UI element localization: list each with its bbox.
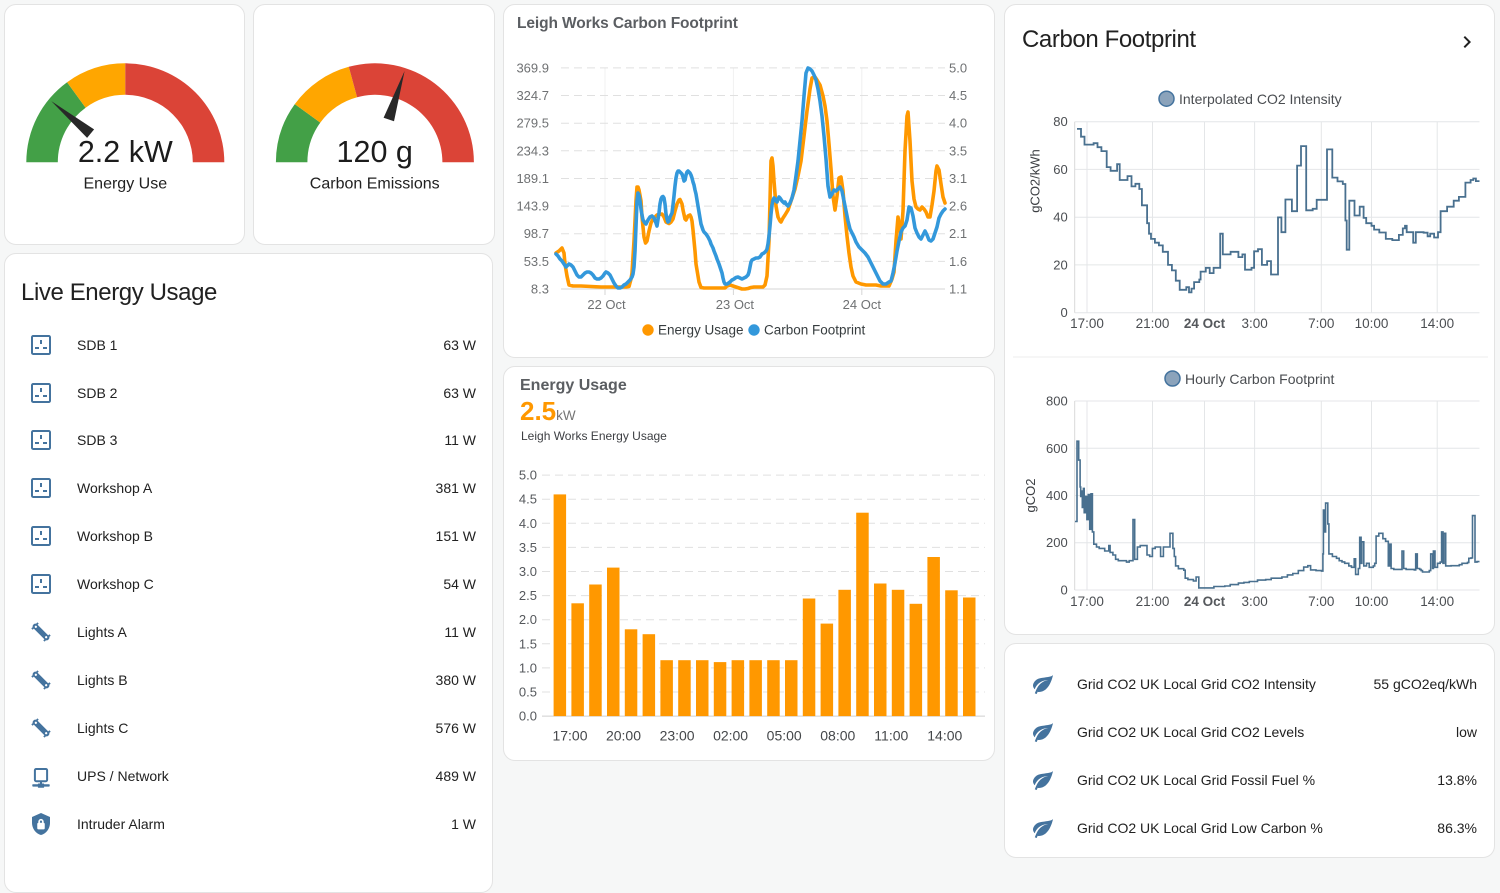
svg-text:24 Oct: 24 Oct <box>843 297 882 312</box>
svg-text:05:00: 05:00 <box>767 728 802 744</box>
svg-text:Carbon Emissions: Carbon Emissions <box>310 176 440 193</box>
svg-text:0: 0 <box>1060 583 1067 598</box>
svg-text:11:00: 11:00 <box>874 728 908 744</box>
svg-text:2.1: 2.1 <box>949 226 967 241</box>
svg-text:14:00: 14:00 <box>1420 594 1454 609</box>
svg-text:08:00: 08:00 <box>820 728 855 744</box>
svg-text:1.6: 1.6 <box>949 254 967 269</box>
svg-text:23 Oct: 23 Oct <box>716 297 755 312</box>
svg-text:10:00: 10:00 <box>1355 594 1389 609</box>
svg-text:3.5: 3.5 <box>949 143 967 158</box>
svg-text:189.1: 189.1 <box>516 171 549 186</box>
svg-text:600: 600 <box>1046 441 1068 456</box>
svg-text:17:00: 17:00 <box>552 728 587 744</box>
svg-text:279.5: 279.5 <box>516 116 549 131</box>
svg-text:0.0: 0.0 <box>519 709 537 724</box>
svg-text:7:00: 7:00 <box>1308 594 1334 609</box>
svg-text:20: 20 <box>1053 257 1067 272</box>
svg-text:23:00: 23:00 <box>660 728 695 744</box>
svg-text:5.0: 5.0 <box>949 60 967 75</box>
svg-text:17:00: 17:00 <box>1070 594 1104 609</box>
svg-text:53.5: 53.5 <box>524 254 549 269</box>
svg-text:3.1: 3.1 <box>949 171 967 186</box>
svg-text:02:00: 02:00 <box>713 728 748 744</box>
svg-text:Energy Usage: Energy Usage <box>658 323 744 338</box>
svg-text:98.7: 98.7 <box>524 226 549 241</box>
svg-text:1.0: 1.0 <box>519 660 537 675</box>
svg-text:1.5: 1.5 <box>519 636 537 651</box>
svg-text:5.0: 5.0 <box>519 468 537 483</box>
svg-text:40: 40 <box>1053 210 1067 225</box>
svg-text:17:00: 17:00 <box>1070 316 1104 331</box>
svg-text:120 g: 120 g <box>337 135 413 169</box>
svg-text:14:00: 14:00 <box>1420 316 1454 331</box>
svg-text:234.3: 234.3 <box>516 143 549 158</box>
svg-text:20:00: 20:00 <box>606 728 641 744</box>
svg-text:3.5: 3.5 <box>519 540 537 555</box>
svg-text:Carbon Footprint: Carbon Footprint <box>764 323 866 338</box>
svg-text:800: 800 <box>1046 394 1068 409</box>
svg-text:3:00: 3:00 <box>1241 316 1267 331</box>
svg-text:4.0: 4.0 <box>949 116 967 131</box>
svg-text:22 Oct: 22 Oct <box>587 297 626 312</box>
svg-text:gCO2: gCO2 <box>1023 479 1038 513</box>
svg-text:21:00: 21:00 <box>1136 316 1170 331</box>
svg-text:10:00: 10:00 <box>1355 316 1389 331</box>
svg-text:24 Oct: 24 Oct <box>1184 594 1226 609</box>
svg-text:60: 60 <box>1053 162 1067 177</box>
svg-text:4.5: 4.5 <box>949 88 967 103</box>
svg-text:1.1: 1.1 <box>949 282 967 297</box>
svg-text:Interpolated CO2 Intensity: Interpolated CO2 Intensity <box>1179 91 1342 107</box>
svg-text:14:00: 14:00 <box>927 728 962 744</box>
svg-text:21:00: 21:00 <box>1136 594 1170 609</box>
svg-text:2.5: 2.5 <box>519 588 537 603</box>
svg-text:gCO2/kWh: gCO2/kWh <box>1028 149 1043 213</box>
svg-text:2.0: 2.0 <box>519 612 537 627</box>
svg-text:7:00: 7:00 <box>1308 316 1334 331</box>
svg-text:2.6: 2.6 <box>949 199 967 214</box>
svg-text:3:00: 3:00 <box>1241 594 1267 609</box>
svg-text:2.2 kW: 2.2 kW <box>78 135 173 169</box>
svg-text:200: 200 <box>1046 535 1068 550</box>
svg-text:80: 80 <box>1053 114 1067 129</box>
svg-text:Hourly Carbon Footprint: Hourly Carbon Footprint <box>1185 371 1335 387</box>
svg-text:0: 0 <box>1060 305 1067 320</box>
svg-text:Energy Use: Energy Use <box>84 176 168 193</box>
svg-text:3.0: 3.0 <box>519 564 537 579</box>
svg-text:4.5: 4.5 <box>519 492 537 507</box>
svg-text:4.0: 4.0 <box>519 516 537 531</box>
svg-text:400: 400 <box>1046 488 1068 503</box>
svg-text:24 Oct: 24 Oct <box>1184 316 1226 331</box>
svg-text:143.9: 143.9 <box>516 199 549 214</box>
svg-text:369.9: 369.9 <box>516 60 549 75</box>
svg-text:324.7: 324.7 <box>516 88 549 103</box>
svg-text:0.5: 0.5 <box>519 685 537 700</box>
svg-text:8.3: 8.3 <box>531 282 549 297</box>
